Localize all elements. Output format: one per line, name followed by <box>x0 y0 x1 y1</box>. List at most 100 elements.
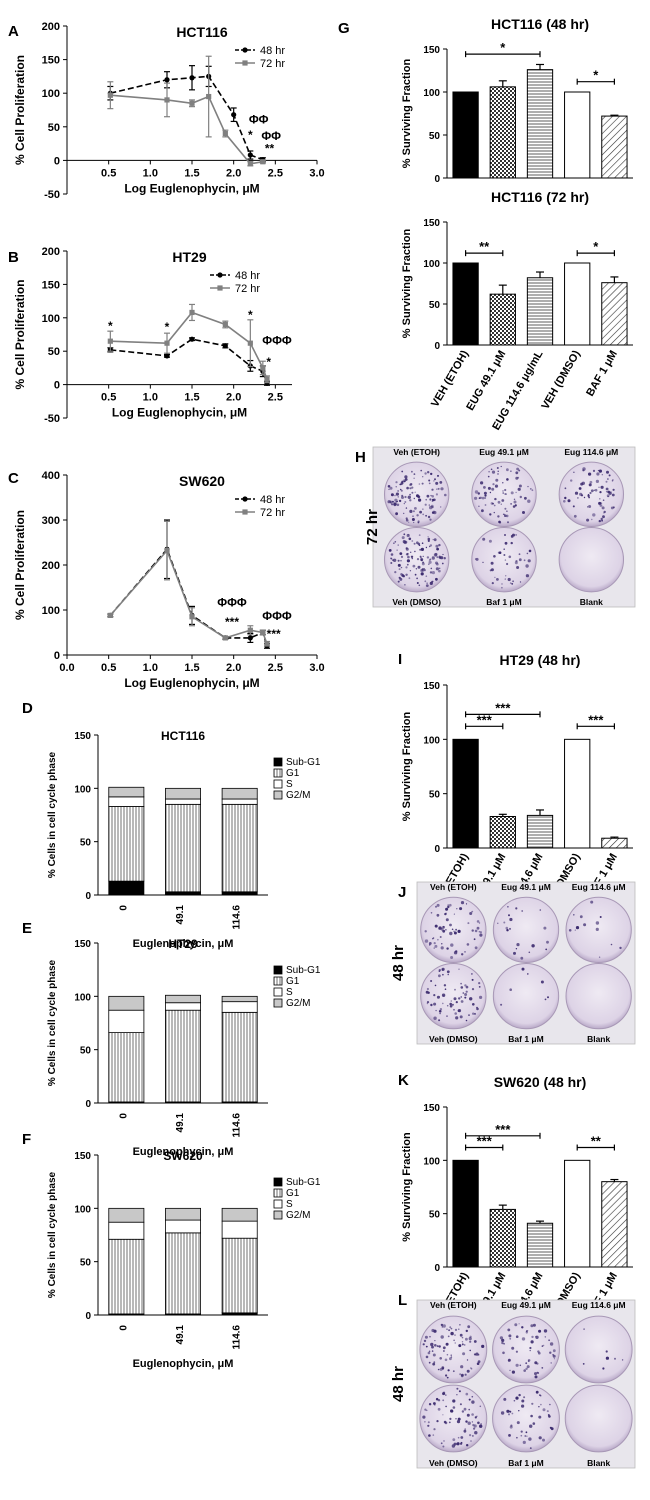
colony <box>477 1421 480 1425</box>
colony <box>578 487 582 490</box>
colony <box>532 1323 536 1327</box>
colony <box>420 469 423 472</box>
colony <box>531 489 534 492</box>
colony <box>494 497 497 501</box>
colony <box>414 550 416 553</box>
colony <box>536 1362 539 1365</box>
bar <box>601 837 628 849</box>
colony <box>433 1002 437 1006</box>
colony <box>394 541 397 543</box>
colony <box>397 559 400 562</box>
colony <box>434 984 437 987</box>
colony <box>541 1367 544 1369</box>
colony <box>510 470 512 472</box>
colony <box>440 1323 444 1327</box>
colony <box>426 987 429 991</box>
colony <box>583 496 586 499</box>
colony <box>528 1437 532 1441</box>
colony <box>418 483 421 485</box>
panel-letter-k: K <box>398 1072 409 1089</box>
colony <box>437 1368 440 1371</box>
x-tick-label: 1.0 <box>143 167 158 179</box>
colony <box>573 514 577 518</box>
colony <box>400 560 402 562</box>
colony <box>531 1335 534 1339</box>
x-axis-label: Euglenophycin, μM <box>133 938 234 950</box>
y-axis-label: % Surviving Fraction <box>401 1132 413 1242</box>
colony <box>400 489 403 492</box>
colony <box>401 536 405 540</box>
colony <box>511 1370 515 1374</box>
bar-segment <box>165 798 201 805</box>
well-label: Eug 114.6 μM <box>564 447 618 457</box>
colony <box>401 574 405 577</box>
colony <box>469 1349 472 1352</box>
significance-mark: * <box>108 319 113 333</box>
colony <box>456 1420 461 1424</box>
colony <box>453 930 455 932</box>
well <box>565 962 632 1030</box>
colony <box>502 482 504 484</box>
colony <box>398 576 401 579</box>
data-point <box>264 641 270 647</box>
colony <box>503 1397 507 1401</box>
colony <box>411 486 414 489</box>
colony <box>401 470 404 473</box>
colony <box>425 584 429 587</box>
colony <box>602 515 605 519</box>
colony <box>428 504 430 506</box>
legend-swatch <box>273 768 283 778</box>
colony <box>460 901 465 905</box>
colony <box>474 929 478 933</box>
colony <box>516 943 520 947</box>
colony <box>412 564 416 568</box>
x-tick-label: 0.5 <box>101 662 116 674</box>
colony <box>447 904 450 906</box>
colony <box>509 988 512 991</box>
colony <box>457 1009 461 1012</box>
colony <box>436 1398 439 1401</box>
colony <box>464 996 467 999</box>
colony <box>471 910 474 913</box>
colony <box>412 510 415 513</box>
colony <box>603 512 605 514</box>
colony <box>431 556 435 560</box>
colony <box>572 505 575 508</box>
colony <box>540 1403 542 1406</box>
colony <box>543 926 547 930</box>
colony <box>459 1403 462 1406</box>
chart-title: HT29 <box>172 249 206 265</box>
colony <box>411 557 414 560</box>
significance-mark: * <box>248 308 253 322</box>
legend-label: S <box>286 987 293 998</box>
colony <box>395 492 399 496</box>
chart-title: SW620 (48 hr) <box>494 1074 587 1090</box>
well-label: Eug 49.1 μM <box>501 882 551 892</box>
colony <box>504 534 506 536</box>
colony <box>594 488 598 492</box>
colony <box>501 586 503 589</box>
colony <box>547 996 549 999</box>
colony <box>425 990 429 994</box>
colony <box>391 503 394 506</box>
colony <box>537 1372 540 1374</box>
colony <box>612 488 615 491</box>
colony <box>455 950 458 953</box>
colony <box>392 559 394 561</box>
colony <box>542 1438 545 1442</box>
colony <box>456 908 458 910</box>
colony <box>405 573 408 576</box>
bar <box>601 115 628 179</box>
colony <box>475 1352 479 1356</box>
colony <box>477 1354 480 1356</box>
panel-letter-d: D <box>22 700 33 717</box>
colony <box>429 544 433 547</box>
colony <box>454 1334 456 1336</box>
colony <box>449 931 453 936</box>
y-tick-label: 50 <box>80 1258 92 1269</box>
colony <box>455 928 457 931</box>
colony <box>570 479 573 482</box>
colony <box>467 922 470 925</box>
colony <box>399 552 403 555</box>
data-point <box>164 77 170 83</box>
